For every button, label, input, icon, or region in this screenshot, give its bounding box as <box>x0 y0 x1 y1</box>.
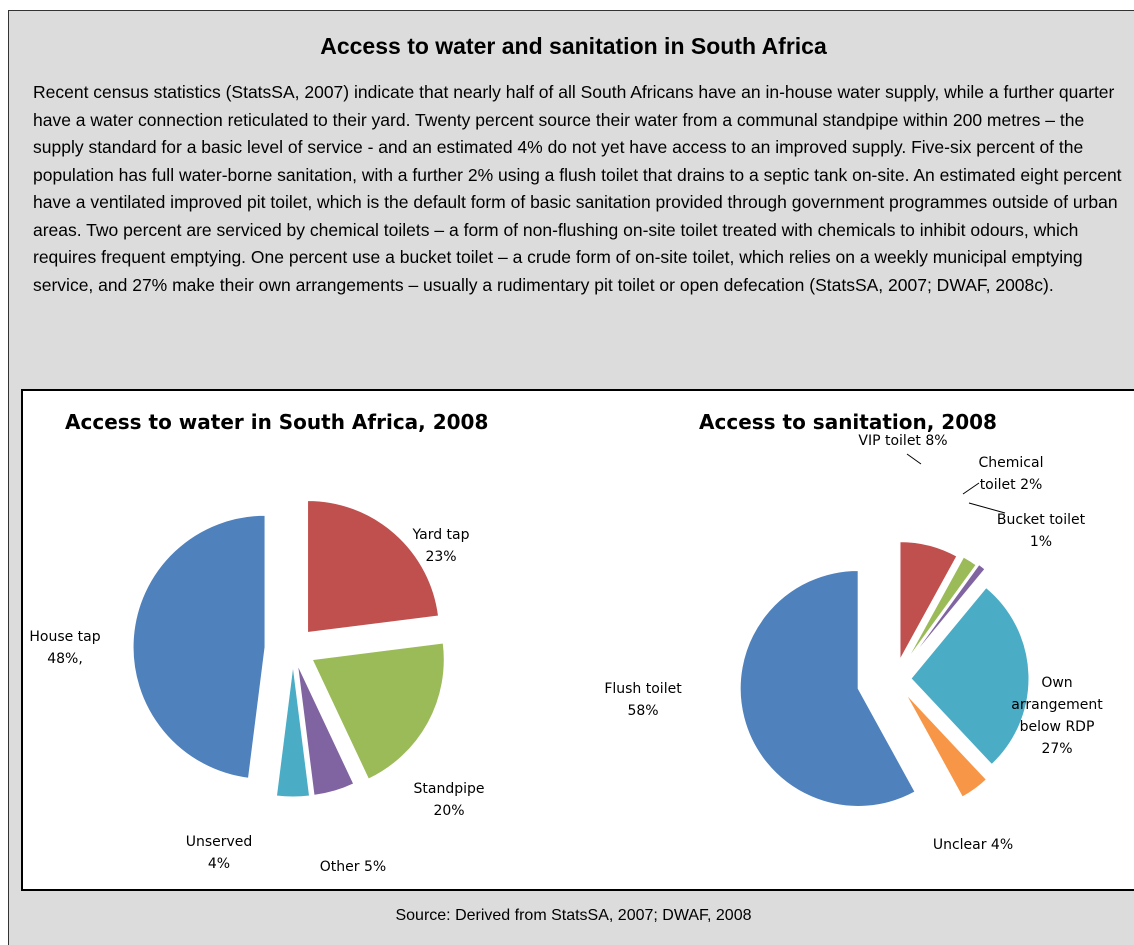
charts-canvas: Access to water in South Africa, 2008 Ac… <box>29 410 1103 875</box>
pie-slice-other <box>296 664 355 796</box>
slice-label-own-arrangement-below-rdp: Own arrangement below RDP 27% <box>1011 675 1103 757</box>
slice-label-chemical-toilet: Chemical toilet 2% <box>979 455 1044 493</box>
sanitation-chart-title: Access to sanitation, 2008 <box>699 410 997 434</box>
slice-label-unserved: Unserved 4% <box>186 834 253 872</box>
pie-slice-yard-tap <box>307 499 440 634</box>
pie-slice-house-tap <box>132 514 266 779</box>
leader-line <box>906 453 922 465</box>
pie-slice-chemical-toilet <box>906 556 977 661</box>
slice-label-yard-tap: Yard tap 23% <box>411 527 469 565</box>
charts-figure: Access to water in South Africa, 2008 Ac… <box>21 389 1134 891</box>
pie-slice-unserved <box>275 664 311 798</box>
slice-label-vip-toilet: VIP toilet 8% <box>858 433 947 449</box>
source-caption: Source: Derived from StatsSA, 2007; DWAF… <box>395 907 752 924</box>
pie-slice-flush-toilet <box>739 569 916 807</box>
water-chart-title: Access to water in South Africa, 2008 <box>65 410 488 434</box>
slice-label-house-tap: House tap 48%, <box>29 629 100 667</box>
pie-slice-vip-toilet <box>899 541 958 660</box>
leader-line <box>962 482 980 495</box>
slice-label-other: Other 5% <box>320 859 386 875</box>
box-body-text: Recent census statistics (StatsSA, 2007)… <box>33 82 1122 295</box>
slice-label-unclear: Unclear 4% <box>933 837 1013 853</box>
pie-slice-bucket-toilet <box>909 563 986 661</box>
leader-line <box>968 502 1006 514</box>
info-box: Access to water and sanitation in South … <box>8 10 1134 945</box>
box-title: Access to water and sanitation in South … <box>320 33 827 59</box>
slice-label-bucket-toilet: Bucket toilet 1% <box>997 512 1086 550</box>
pie-slice-standpipe <box>311 642 445 780</box>
pie-slice-unclear <box>905 693 988 798</box>
pie-slice-own-arrangement-below-rdp <box>910 586 1030 766</box>
slice-label-standpipe: Standpipe 20% <box>414 781 485 819</box>
slice-label-flush-toilet: Flush toilet 58% <box>604 681 682 719</box>
